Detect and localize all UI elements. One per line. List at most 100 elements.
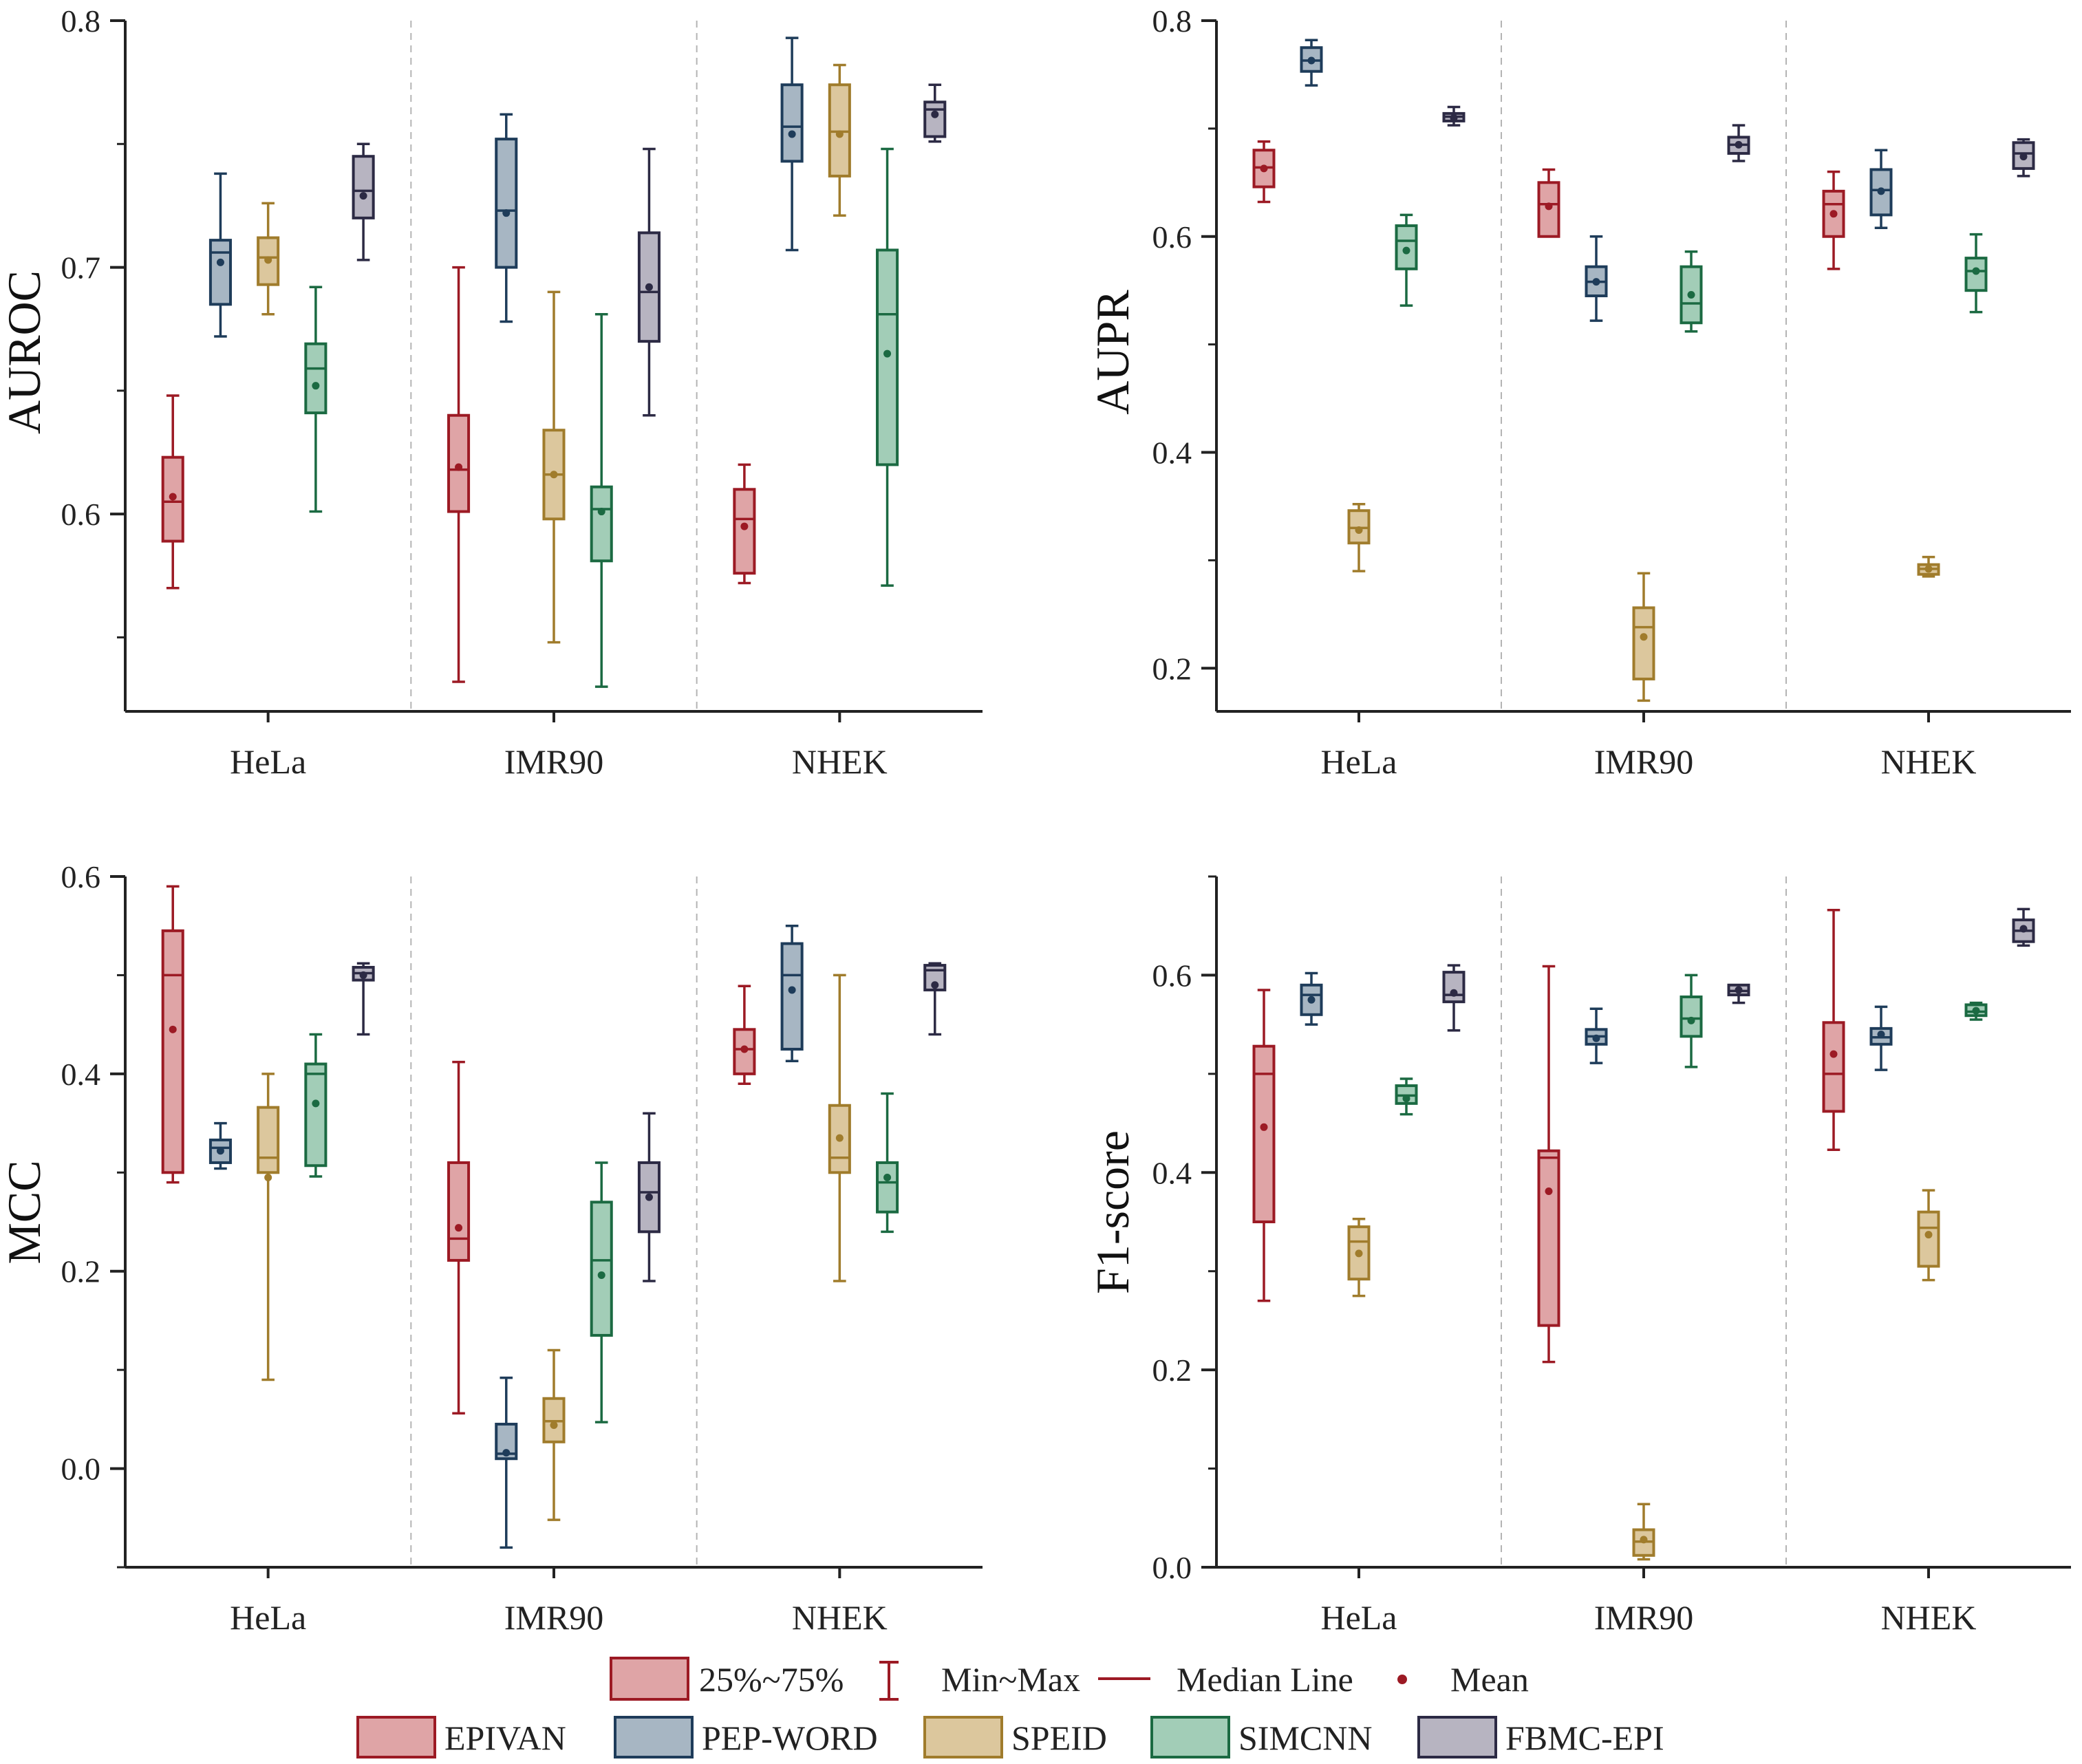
legend-swatch-pep-word [614,1716,694,1758]
box-hela-fbmc-epi [1442,105,1466,127]
box-nhek-simcnn [876,147,899,587]
mean-marker [550,471,558,479]
box-hela-simcnn [1395,213,1418,307]
mean-marker [1972,1007,1980,1015]
iqr-box [1632,606,1655,680]
x-group-label: NHEK [1881,742,1977,781]
box-imr90-epivan [447,266,471,683]
y-tick-label: 0.6 [61,497,101,532]
x-group-label: IMR90 [504,742,603,781]
iqr-box [1822,1021,1845,1113]
box-imr90-fbmc-epi [1727,124,1750,162]
y-tick-label: 0.2 [61,1254,101,1289]
box-hela-speid [1347,1217,1371,1298]
x-group-label: IMR90 [1594,742,1693,781]
box-hela-epivan [161,394,184,590]
legend-label-pep-word: PEP-WORD [702,1719,878,1757]
y-tick-label: 0.6 [1152,219,1192,255]
y-tick-label: 0.2 [1152,651,1192,686]
x-group-label: IMR90 [1594,1598,1693,1637]
box-hela-simcnn [304,1033,328,1178]
y-tick-label: 0.0 [61,1452,101,1487]
mean-marker [1829,1050,1838,1058]
legend-label-speid: SPEID [1011,1719,1107,1757]
mean-marker [502,209,511,217]
mean-marker [216,258,224,266]
y-tick-label: 0.4 [1152,1155,1192,1190]
mean-marker [740,522,749,530]
iqr-box [447,1161,471,1262]
box-nhek-epivan [733,985,756,1085]
box-hela-fbmc-epi [1442,964,1466,1032]
mean-marker [835,130,844,138]
box-imr90-epivan [1537,965,1560,1364]
plot-area: 0.0 0.2 0.4 0.6 HeLa IMR90 NHEK [1152,875,2071,1637]
x-group-label: HeLa [230,742,306,781]
legend-methods-row: EPIVAN PEP-WORD SPEID SIMCNN FBMC-EPI [356,1716,1664,1758]
x-group-label: NHEK [792,1598,888,1637]
box-imr90-speid [542,290,566,644]
mean-marker [931,110,939,118]
legend-box-swatch [610,1657,689,1701]
x-group-label: NHEK [792,742,888,781]
iqr-box [1869,168,1893,217]
iqr-box [1442,971,1466,1004]
box-imr90-fbmc-epi [1727,983,1750,1004]
iqr-box [1679,995,1703,1038]
box-hela-fbmc-epi [352,142,375,261]
y-tick-label: 0.2 [1152,1353,1192,1388]
y-tick-label: 0.0 [1152,1550,1192,1585]
legend-swatch-epivan [356,1716,436,1758]
mean-marker [264,1173,272,1181]
box-nhek-pep-word [780,36,804,252]
mean-marker [264,256,272,264]
legend-mean-icon [1397,1675,1407,1684]
box-nhek-speid [828,63,851,217]
box-nhek-pep-word [1869,149,1893,229]
mean-marker [931,981,939,989]
box-nhek-speid [1917,555,1940,578]
iqr-box [1537,1149,1560,1327]
panel-aupr: AUPR 0.2 0.4 0.6 0.8 HeLa IMR90 NHEK [1086,3,2071,781]
iqr-box [590,1201,613,1337]
box-hela-pep-word [208,1121,232,1170]
legend-box-label: 25%~75% [699,1660,844,1699]
mean-marker [1829,210,1838,218]
mean-marker [359,192,367,200]
box-nhek-speid [1917,1189,1940,1282]
box-imr90-simcnn [590,1161,613,1423]
iqr-box [257,1106,280,1174]
box-hela-simcnn [304,286,328,513]
box-hela-epivan [161,885,184,1184]
mean-marker [550,1421,558,1429]
mean-marker [1687,290,1695,299]
mean-marker [1877,187,1885,195]
mean-marker [1877,1030,1885,1038]
mean-marker [1687,1016,1695,1024]
x-group-label: HeLa [230,1598,306,1637]
mean-marker [597,508,605,516]
mean-marker [2019,925,2028,933]
mean-marker [169,1025,177,1033]
mean-marker [1924,565,1933,573]
box-hela-pep-word [208,172,232,338]
y-tick-label: 0.4 [61,1057,101,1092]
mean-marker [312,382,320,390]
mean-marker [312,1099,320,1108]
plot-area: 0.0 0.2 0.4 0.6 HeLa IMR90 NHEK [61,859,983,1637]
mean-marker [1545,202,1553,211]
legend-mean-label: Mean [1450,1660,1529,1699]
box-hela-speid [1347,503,1371,572]
box-imr90-simcnn [1679,250,1703,333]
mean-marker [455,463,463,471]
mean-marker [883,1173,892,1181]
legend-whisker-icon [879,1661,899,1701]
x-group-label: NHEK [1881,1598,1977,1637]
iqr-box [1917,1210,1940,1268]
y-tick-label: 0.8 [1152,3,1192,39]
mean-marker [1307,56,1316,65]
iqr-box [590,485,613,563]
mean-marker [1640,1536,1648,1544]
box-hela-epivan [1252,989,1276,1302]
box-hela-fbmc-epi [352,962,375,1036]
